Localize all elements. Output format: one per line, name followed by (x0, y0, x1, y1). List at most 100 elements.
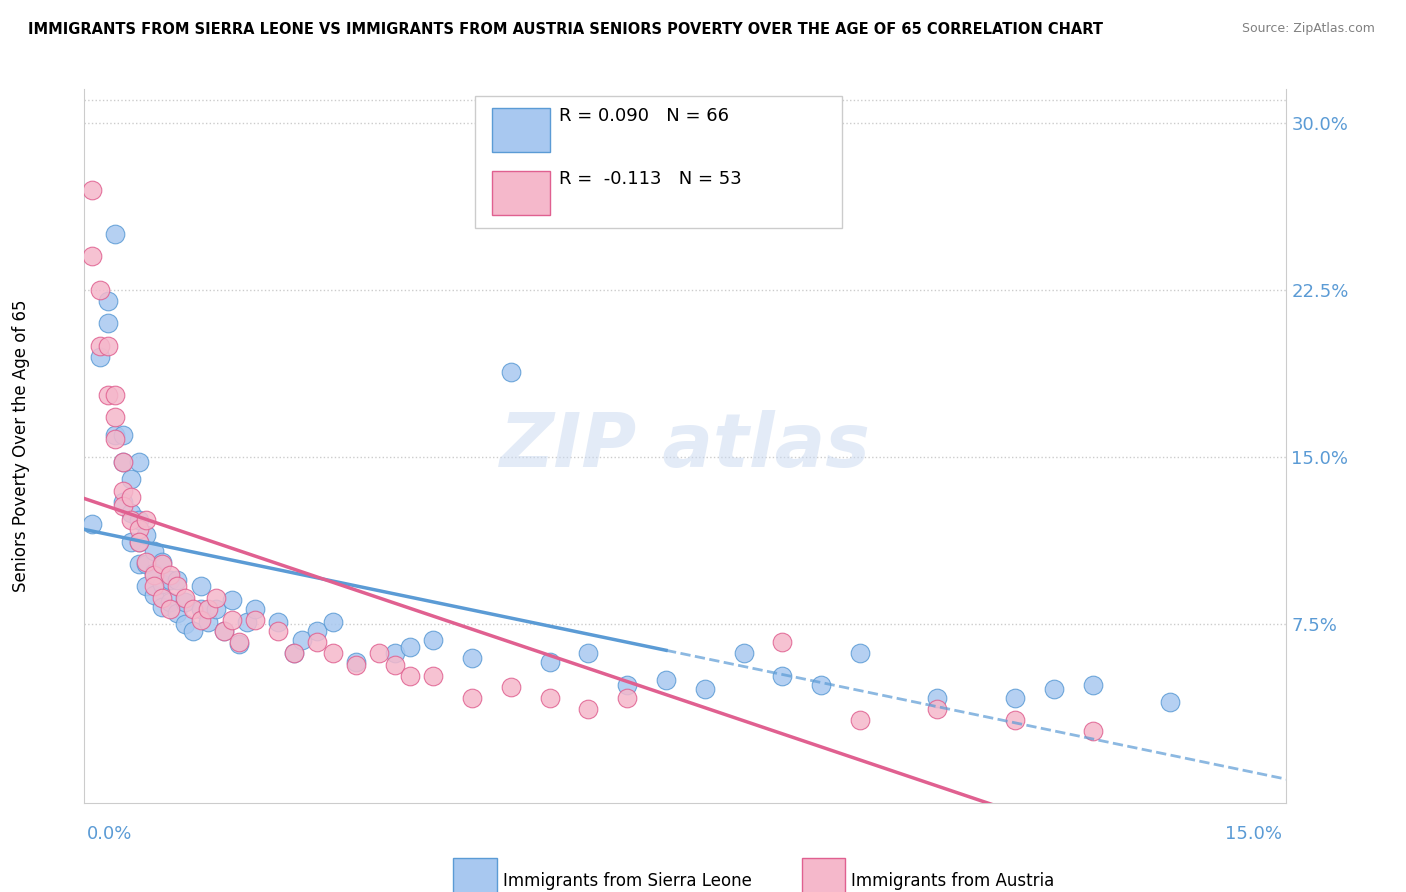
Point (384, 657, 406, 672)
Point (243, 601, 266, 615)
Point (221, 592, 243, 607)
Point (89, 283, 111, 297)
Point (89, 338, 111, 352)
Point (174, 617, 197, 632)
Point (236, 615, 259, 630)
Point (499, 680, 522, 694)
Point (344, 655, 367, 669)
Point (422, 669, 444, 683)
Point (190, 580, 212, 594)
Point (228, 637, 250, 651)
FancyBboxPatch shape (492, 109, 550, 152)
Point (399, 640, 422, 654)
Point (112, 494, 135, 508)
Point (283, 646, 305, 660)
Point (89, 350, 111, 364)
Point (499, 366, 522, 380)
Text: Seniors Poverty Over the Age of 65: Seniors Poverty Over the Age of 65 (13, 300, 30, 592)
FancyBboxPatch shape (453, 858, 496, 892)
Text: ZIP atlas: ZIP atlas (501, 409, 870, 483)
Point (1004, 714, 1026, 728)
Point (461, 651, 484, 665)
Point (128, 521, 150, 535)
Point (112, 483, 135, 498)
Point (322, 615, 344, 630)
Point (243, 613, 266, 627)
Point (290, 633, 312, 648)
Point (616, 678, 638, 692)
Point (368, 646, 391, 660)
Point (205, 601, 228, 615)
Text: IMMIGRANTS FROM SIERRA LEONE VS IMMIGRANTS FROM AUSTRIA SENIORS POVERTY OVER THE: IMMIGRANTS FROM SIERRA LEONE VS IMMIGRAN… (28, 22, 1104, 37)
Text: Source: ZipAtlas.com: Source: ZipAtlas.com (1241, 22, 1375, 36)
Point (82, 250, 104, 264)
Point (82, 517, 104, 532)
Point (322, 646, 344, 660)
Point (693, 681, 716, 696)
Point (128, 512, 150, 526)
Point (166, 573, 188, 587)
Point (1081, 678, 1104, 692)
Point (104, 432, 127, 446)
Point (1159, 696, 1181, 710)
Point (283, 646, 305, 660)
Point (770, 635, 793, 649)
Point (150, 557, 173, 572)
Point (112, 500, 135, 514)
Point (112, 455, 135, 469)
Point (578, 702, 600, 716)
Text: 0.0%: 0.0% (87, 825, 132, 843)
Point (1081, 724, 1104, 739)
Text: Immigrants from Sierra Leone: Immigrants from Sierra Leone (503, 872, 752, 890)
Point (197, 601, 219, 615)
Point (399, 669, 422, 683)
Point (135, 580, 157, 594)
Point (97, 338, 120, 352)
Text: 15.0%: 15.0% (1225, 825, 1282, 843)
Point (578, 646, 600, 660)
Point (174, 591, 197, 605)
Point (128, 534, 150, 549)
Point (228, 635, 250, 649)
Point (1004, 690, 1026, 705)
Point (616, 690, 638, 705)
Point (97, 387, 120, 401)
Point (197, 615, 219, 630)
FancyBboxPatch shape (801, 858, 845, 892)
Point (849, 646, 872, 660)
Point (422, 633, 444, 648)
Point (150, 577, 173, 591)
Point (104, 387, 127, 401)
Point (143, 543, 166, 558)
Point (135, 555, 157, 569)
Point (159, 595, 181, 609)
Text: R =  -0.113   N = 53: R = -0.113 N = 53 (560, 169, 742, 188)
FancyBboxPatch shape (492, 171, 550, 215)
Point (770, 669, 793, 683)
Point (104, 409, 127, 424)
Point (166, 607, 188, 621)
Point (120, 506, 142, 520)
Point (120, 512, 142, 526)
Text: R = 0.090   N = 66: R = 0.090 N = 66 (560, 107, 730, 125)
Point (150, 555, 173, 569)
Point (159, 568, 181, 582)
Point (150, 591, 173, 605)
Point (112, 427, 135, 442)
Point (461, 690, 484, 705)
Point (267, 624, 290, 639)
Point (174, 595, 197, 609)
Point (143, 589, 166, 603)
Point (212, 624, 235, 639)
Point (344, 657, 367, 672)
Point (112, 455, 135, 469)
Point (120, 490, 142, 504)
Point (212, 624, 235, 639)
Point (135, 528, 157, 542)
Point (849, 714, 872, 728)
Point (128, 557, 150, 572)
Point (104, 427, 127, 442)
Point (128, 455, 150, 469)
Point (82, 182, 104, 196)
Point (97, 317, 120, 331)
